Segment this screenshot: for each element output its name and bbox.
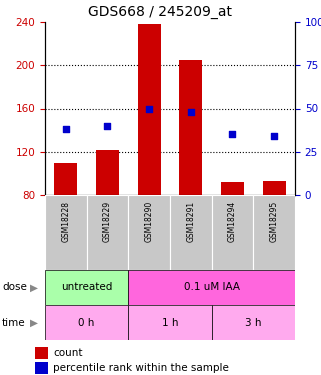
Text: count: count	[53, 348, 83, 358]
Bar	[253, 195, 295, 270]
Bar	[128, 305, 212, 340]
Point	[63, 126, 68, 132]
Bar	[45, 305, 128, 340]
Bar	[138, 24, 160, 195]
Bar	[96, 150, 119, 195]
Bar	[54, 163, 77, 195]
Bar	[35, 362, 48, 374]
Text: GSM18294: GSM18294	[228, 201, 237, 242]
Bar	[212, 195, 253, 270]
Text: ▶: ▶	[30, 318, 38, 327]
Point	[105, 123, 110, 129]
Point	[147, 105, 152, 111]
Text: 3 h: 3 h	[245, 318, 262, 327]
Bar	[128, 195, 170, 270]
Bar	[170, 195, 212, 270]
Text: GSM18291: GSM18291	[186, 201, 195, 242]
Bar	[179, 60, 202, 195]
Point	[230, 132, 235, 138]
Text: ▶: ▶	[30, 282, 38, 292]
Bar	[45, 270, 128, 305]
Bar	[263, 181, 286, 195]
Text: GDS668 / 245209_at: GDS668 / 245209_at	[89, 5, 232, 19]
Text: GSM18228: GSM18228	[61, 201, 70, 242]
Text: percentile rank within the sample: percentile rank within the sample	[53, 363, 229, 373]
Point	[272, 133, 277, 139]
Text: 0 h: 0 h	[78, 318, 95, 327]
Text: GSM18290: GSM18290	[145, 201, 154, 242]
Text: dose: dose	[2, 282, 27, 292]
Point	[188, 109, 193, 115]
Bar	[128, 270, 295, 305]
Text: 0.1 uM IAA: 0.1 uM IAA	[184, 282, 240, 292]
Bar	[221, 182, 244, 195]
Text: GSM18295: GSM18295	[270, 201, 279, 242]
Text: time: time	[2, 318, 26, 327]
Bar	[45, 195, 87, 270]
Bar	[35, 347, 48, 358]
Text: untreated: untreated	[61, 282, 112, 292]
Text: GSM18229: GSM18229	[103, 201, 112, 242]
Bar	[87, 195, 128, 270]
Text: 1 h: 1 h	[162, 318, 178, 327]
Bar	[212, 305, 295, 340]
